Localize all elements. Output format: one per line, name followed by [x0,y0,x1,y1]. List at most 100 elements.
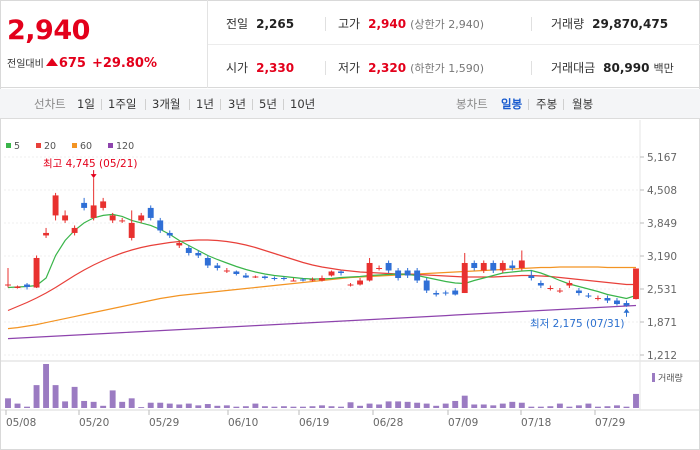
candle-body [585,295,592,297]
candle-body [90,205,97,218]
candle-body [14,286,21,289]
volume-bar [242,406,249,408]
volume-bar [166,403,173,408]
candle-body [518,260,525,268]
candle-body [128,222,135,238]
open-label: 시가 [226,61,249,75]
period-5y[interactable]: 5년 [259,97,277,111]
candle-body [575,290,582,294]
volume-bar [33,385,40,408]
candle-body [395,270,402,279]
candle-body [223,270,230,272]
prev-close-value: 2,265 [256,17,295,31]
candle-body [461,262,468,294]
volume-bar [81,400,88,408]
volume-bar [376,404,383,408]
volume-bar [252,403,259,408]
legend-label: 20 [44,141,56,152]
volume-bar [309,406,316,408]
legend-label: 120 [116,141,134,152]
volume-bar [138,407,145,408]
candle-daily[interactable]: 일봉 [501,97,523,111]
candle-body [537,283,544,286]
volume-bar [518,402,525,408]
candle-monthly[interactable]: 월봉 [572,97,594,111]
volume-legend-label: 거래량 [658,372,683,384]
volume-bar [338,406,344,408]
divider [283,99,284,110]
x-tick-label: 07/18 [521,417,551,429]
x-tick-label: 06/19 [299,417,329,429]
volume-bar [604,406,611,408]
y-tick-label: 5,167 [647,152,677,164]
candle-body [138,215,145,221]
candle-body [528,275,535,279]
volume-bar [195,405,202,408]
period-1d[interactable]: 1일 [77,97,95,111]
candle-weekly[interactable]: 주봉 [536,97,558,111]
volume-bar [395,401,402,408]
volume-bar [223,405,230,408]
volume-bar [328,406,335,408]
candle-body [24,284,30,288]
high-label: 고가 [338,17,361,31]
candle-body [319,278,325,281]
volume-bar [271,406,278,408]
volume-bar [347,402,354,408]
candle-body [471,262,478,268]
current-price: 2,940 [7,15,90,46]
candle-body [566,283,573,286]
upper-limit: (상한가 2,940) [410,18,484,31]
volume-label: 거래량 [551,17,585,31]
volume-bar [423,403,430,408]
volume-bar [509,401,516,408]
period-1y[interactable]: 1년 [196,97,214,111]
low-annotation: 최저 2,175 (07/31) [530,318,625,330]
volume-bar [575,405,582,408]
volume-bar [62,401,69,408]
change-value: 675 [58,56,86,71]
divider [528,99,529,110]
volume-bar [452,400,459,408]
volume-bar [404,401,411,408]
y-tick-label: 3,190 [647,251,677,263]
separator [325,17,326,31]
candle-body [309,279,316,281]
candle-body [452,290,459,295]
divider [220,99,221,110]
volume-bar [442,403,449,408]
candle-body [233,271,240,274]
candle-body [442,292,449,294]
volume-bar [585,403,592,408]
candle-body [423,280,430,291]
candle-body [404,270,411,276]
y-tick-label: 1,212 [647,350,677,362]
volume-value: 29,870,475 [592,17,669,31]
period-3y[interactable]: 3년 [228,97,246,111]
amount-value: 80,990 [603,61,650,75]
candle-body [328,271,335,276]
y-tick-label: 4,508 [647,185,677,197]
candle-body [556,290,563,292]
low-price: 저가 2,320 (하한가 1,590) [338,59,484,76]
candle-body [623,303,630,306]
period-10y[interactable]: 10년 [290,97,316,111]
candle-body [357,280,364,285]
candle-body [261,276,268,279]
period-1w[interactable]: 1주일 [108,97,137,111]
period-3m[interactable]: 3개월 [152,97,181,111]
candle-body [176,242,183,246]
volume-bar [233,406,240,408]
candle-body [214,265,221,268]
volume-bar [214,405,221,408]
divider [252,99,253,110]
divider [101,99,102,110]
price-box: 2,940 전일대비 675 +29.80% [0,0,208,88]
y-tick-label: 3,849 [647,218,677,230]
trade-amount: 거래대금 80,990 백만 [551,59,674,76]
header-divider [208,44,700,45]
line-chart-label: 선차트 [34,97,66,111]
candle-body [633,268,639,300]
prev-close: 전일 2,265 [226,15,294,32]
volume-bar [385,401,392,408]
